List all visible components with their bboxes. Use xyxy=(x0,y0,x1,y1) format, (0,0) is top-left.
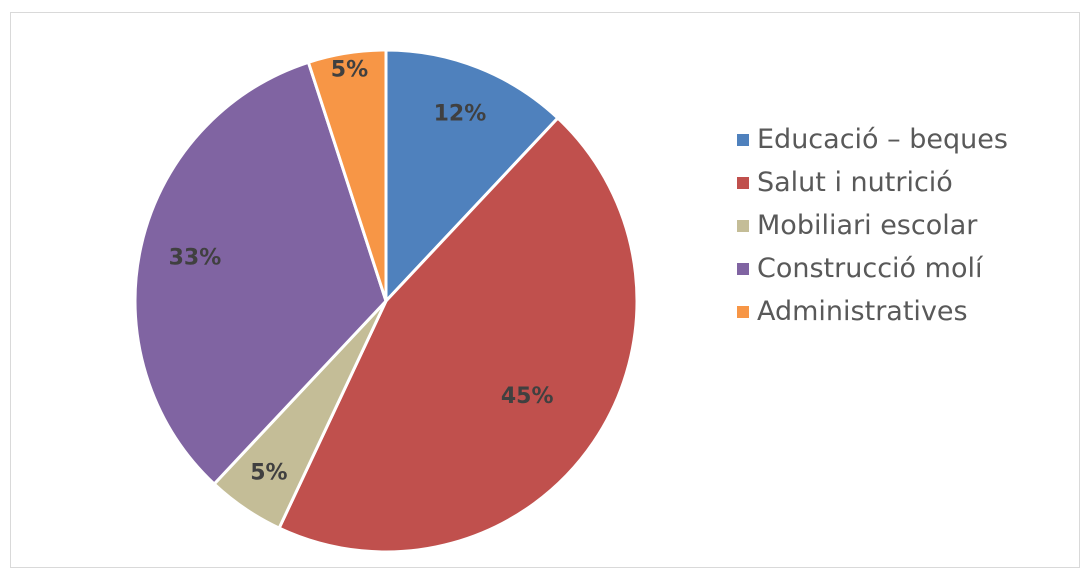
legend-swatch xyxy=(737,220,749,232)
data-label-salut-i-nutricio: 45% xyxy=(501,384,554,409)
chart-legend: Educació – beques Salut i nutrició Mobilia… xyxy=(737,118,1008,333)
legend-item-salut-i-nutricio: Salut i nutrició xyxy=(737,161,1008,204)
data-label-administratives: 5% xyxy=(331,57,368,82)
legend-swatch xyxy=(737,306,749,318)
legend-label: Salut i nutrició xyxy=(757,167,953,198)
legend-item-mobiliari-escolar: Mobiliari escolar xyxy=(737,204,1008,247)
data-label-educacio-beques: 12% xyxy=(434,101,487,126)
legend-label: Educació – beques xyxy=(757,124,1008,155)
data-label-construccio-moli: 33% xyxy=(169,245,222,270)
legend-item-educacio-beques: Educació – beques xyxy=(737,118,1008,161)
legend-swatch xyxy=(737,134,749,146)
legend-item-administratives: Administratives xyxy=(737,290,1008,333)
legend-label: Mobiliari escolar xyxy=(757,210,977,241)
data-label-mobiliari-escolar: 5% xyxy=(250,460,287,485)
legend-swatch xyxy=(737,263,749,275)
legend-label: Administratives xyxy=(757,296,968,327)
legend-label: Construcció molí xyxy=(757,253,982,284)
legend-swatch xyxy=(737,177,749,189)
pie-slices xyxy=(135,50,637,552)
legend-item-construccio-moli: Construcció molí xyxy=(737,247,1008,290)
